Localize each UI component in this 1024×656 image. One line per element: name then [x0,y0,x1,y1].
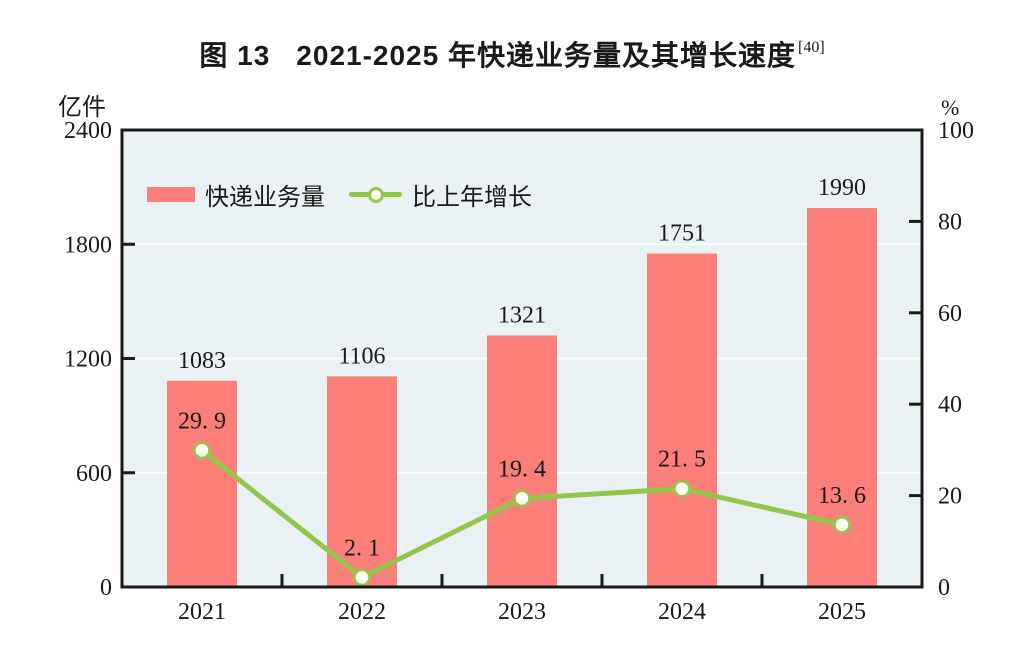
bar-2023 [487,335,557,587]
line-marker-2023 [513,489,531,508]
bar-2022 [327,376,397,587]
line-marker-2021 [193,441,211,460]
legend-bar-swatch [147,187,195,202]
x-axis-label-2022: 2022 [338,599,386,625]
x-axis-label-2024: 2024 [658,599,706,625]
left-axis-tick-label-0: 0 [100,575,112,601]
right-axis-tick-label-20: 20 [938,484,962,510]
legend-bar-label: 快递业务量 [205,185,325,211]
bar-2021 [167,380,237,587]
bar-value-label-2024: 1751 [658,221,706,247]
right-axis-tick-label-100: 100 [938,118,974,144]
figure-number: 图 13 [199,40,271,71]
right-axis-tick-label-0: 0 [938,575,950,601]
x-axis-label-2023: 2023 [498,599,546,625]
line-value-label-2023: 19. 4 [498,456,546,482]
right-axis-tick-label-80: 80 [938,209,962,235]
figure-footnote-ref: [40] [797,39,825,56]
left-axis-tick-label-1800: 1800 [64,232,112,258]
left-axis-unit-label: 亿件 [58,95,106,121]
bar-value-label-2025: 1990 [818,175,866,201]
left-axis-tick-label-2400: 2400 [64,118,112,144]
right-axis-tick-label-60: 60 [938,301,962,327]
legend: 快递业务量 比上年增长 [147,178,532,211]
left-axis-tick-label-1200: 1200 [64,347,112,373]
x-axis-label-2021: 2021 [178,599,226,625]
bar-value-label-2022: 1106 [338,343,385,369]
legend-line-label: 比上年增长 [412,185,532,211]
line-value-label-2021: 29. 9 [178,408,226,434]
bar-value-label-2021: 1083 [178,348,226,374]
bar-value-label-2023: 1321 [498,302,546,328]
line-marker-2024 [673,479,691,498]
left-axis-tick-label-600: 600 [76,461,112,487]
line-marker-2022 [353,568,371,587]
legend-line-sample [349,185,402,204]
line-value-label-2022: 2. 1 [344,535,380,561]
bar-2024 [647,253,717,587]
x-axis-label-2025: 2025 [818,599,866,625]
line-marker-2025 [833,516,851,534]
legend-line-marker-icon [367,186,384,203]
figure-title-text: 2021-2025 年快递业务量及其增长速度 [296,40,796,71]
line-value-label-2024: 21. 5 [658,447,706,473]
right-axis-unit-label: % [941,95,960,120]
figure-title: 图 13 2021-2025 年快递业务量及其增长速度 [40] [0,34,1024,74]
line-value-label-2025: 13. 6 [818,483,866,509]
right-axis-tick-label-40: 40 [938,392,962,418]
